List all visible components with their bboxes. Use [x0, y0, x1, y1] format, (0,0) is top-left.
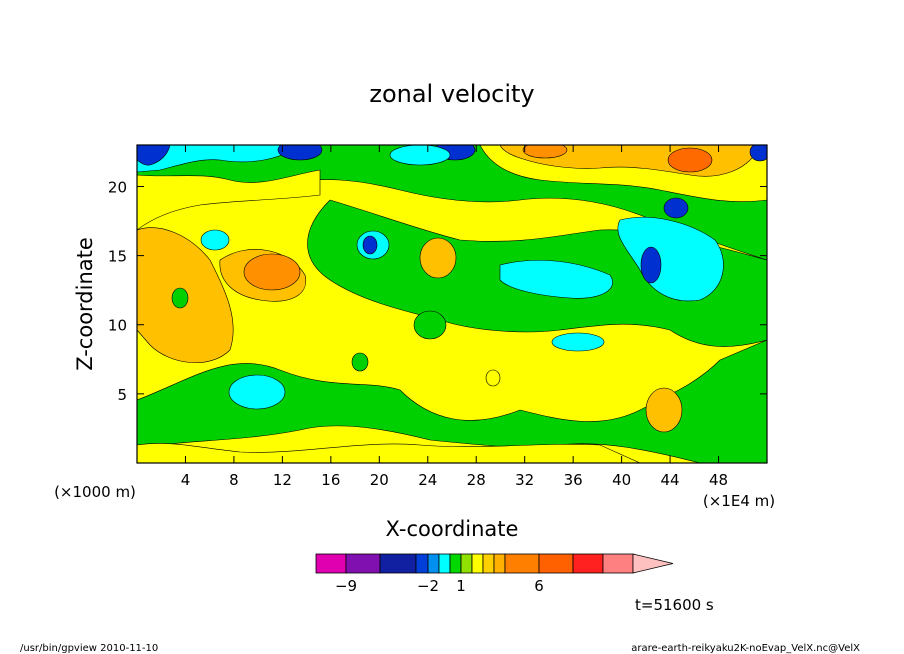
- colorbar-bin: [345, 553, 381, 574]
- field-cyan-left-a: [200, 229, 230, 251]
- x-tick-label: 20: [370, 471, 389, 489]
- colorbar-bin: [602, 553, 634, 574]
- colorbar-bin: [504, 553, 540, 574]
- plot-area: [137, 145, 767, 463]
- x-tick-label: 16: [321, 471, 340, 489]
- colorbar-label: 6: [534, 577, 544, 595]
- colorbar-bin: [427, 553, 440, 574]
- field-darkorange-top-a: [522, 145, 568, 159]
- field-blue-mid: [362, 235, 378, 255]
- colorbar-bin: [379, 553, 417, 574]
- field-cyan-low: [228, 374, 286, 410]
- field-darkorange-mid-left: [243, 253, 301, 291]
- field-darkorange-top-b: [667, 147, 713, 173]
- x-tick-label: 24: [418, 471, 437, 489]
- colorbar-label: 1: [456, 577, 466, 595]
- field-orange-right: [645, 387, 683, 433]
- field-blue-top-left: [137, 145, 171, 166]
- footer-right: arare-earth-reikyaku2K-noEvap_VelX.nc@Ve…: [631, 643, 860, 654]
- x-tick-label: 12: [273, 471, 292, 489]
- x-tick-label: 28: [467, 471, 486, 489]
- x-tick-label: 40: [612, 471, 631, 489]
- y-tick-label: 20: [108, 178, 127, 196]
- y-tick-label: 10: [108, 317, 127, 335]
- colorbar-bin: [438, 553, 451, 574]
- x-tick-label: 8: [229, 471, 239, 489]
- field-cyan-right: [617, 216, 724, 302]
- colorbar: −9 −2 1 6: [315, 553, 674, 595]
- time-label: t=51600 s: [635, 596, 714, 614]
- x-tick-label: 44: [661, 471, 680, 489]
- field-green-patch-c: [171, 287, 189, 309]
- field-yellow-patch-a: [485, 369, 501, 387]
- colorbar-bin: [460, 553, 473, 574]
- colorbar-bin: [315, 553, 347, 574]
- field-green-patch-a: [413, 310, 447, 340]
- colorbar-bin: [449, 553, 462, 574]
- y-tick-label: 15: [108, 248, 127, 266]
- field-yellow-top-left: [137, 169, 321, 231]
- y-axis: 5 10 15 20: [108, 178, 767, 404]
- field-green-lower: [137, 339, 767, 463]
- colorbar-bin: [415, 553, 429, 574]
- field-blue-top-right: [749, 145, 767, 162]
- field-cyan-low-mid: [551, 332, 605, 352]
- colorbar-bin: [572, 553, 604, 574]
- x-tick-label: 32: [515, 471, 534, 489]
- x-unit-label: (×1E4 m): [703, 492, 775, 510]
- plot-frame: [136, 144, 768, 464]
- chart-title: zonal velocity: [369, 80, 534, 108]
- colorbar-label: −9: [335, 577, 357, 595]
- x-tick-label: 48: [709, 471, 728, 489]
- x-axis-label: X-coordinate: [386, 517, 519, 541]
- field-blue-top-a: [277, 145, 323, 161]
- field-blue-right-a: [640, 246, 662, 284]
- colorbar-bin: [538, 553, 574, 574]
- colorbar-bin: [493, 553, 506, 574]
- colorbar-over-arrow: [632, 553, 674, 574]
- y-tick-label: 5: [117, 386, 127, 404]
- field-yellow-bottom: [137, 443, 641, 463]
- y-axis-label: Z-coordinate: [73, 237, 97, 371]
- colorbar-bin: [471, 553, 484, 574]
- footer-left: /usr/bin/gpview 2010-11-10: [20, 643, 158, 654]
- field-cyan-top-b: [389, 145, 451, 166]
- field-orange-mid: [419, 237, 457, 279]
- x-tick-label: 36: [564, 471, 583, 489]
- field-green-patch-b: [351, 352, 369, 372]
- field-cyan-mid-right: [499, 260, 613, 299]
- field-blue-right-b: [663, 197, 689, 219]
- y-unit-label: (×1000 m): [54, 483, 136, 501]
- x-tick-label: 4: [181, 471, 191, 489]
- x-axis: 4 8 12 16 20 24 28 32 36 40 44 48: [181, 145, 728, 489]
- colorbar-bin: [482, 553, 495, 574]
- colorbar-label: −2: [417, 577, 439, 595]
